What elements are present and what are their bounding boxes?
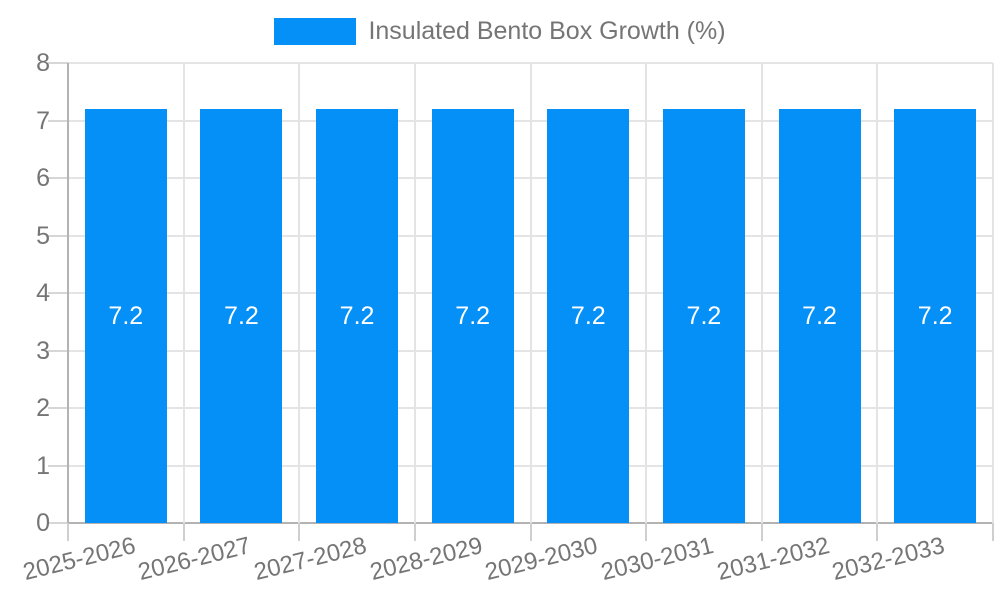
bar[interactable] [200,109,283,523]
y-axis-line [67,63,69,523]
legend-swatch [274,18,357,45]
bar-value-label: 7.2 [108,302,144,330]
y-axis-tick [48,464,68,467]
x-axis-tick [992,523,994,541]
y-axis-tick [48,62,68,64]
y-axis-tick-label: 1 [36,451,50,480]
x-axis-tick [413,523,416,541]
bar-value-label: 7.2 [686,302,722,330]
y-axis-tick [48,407,68,409]
v-gridline [992,63,994,523]
bar-value-label: 7.2 [570,302,606,330]
x-axis-tick [67,523,69,541]
x-axis-tick [876,523,879,541]
y-axis-tick [48,234,68,237]
bar[interactable] [547,109,630,523]
bar-value-label: 7.2 [455,302,491,330]
bar[interactable] [662,109,745,523]
y-axis-tick [48,292,68,294]
y-axis-tick-label: 6 [36,164,50,192]
v-gridline [645,63,648,523]
bar[interactable] [431,109,514,523]
y-axis-tick-label: 4 [36,279,50,307]
y-axis-tick-label: 8 [36,49,50,77]
bar-value-label: 7.2 [224,302,259,330]
bar-value-label: 7.2 [802,302,837,330]
y-axis-tick-label: 0 [36,509,50,537]
y-axis-tick [48,119,68,122]
v-gridline [298,63,301,523]
bar[interactable] [316,109,399,523]
v-gridline [182,63,185,523]
x-axis-tick [760,523,763,541]
bar-value-label: 7.2 [917,302,953,330]
y-axis-tick-label: 3 [36,336,50,365]
legend: Insulated Bento Box Growth (%) [0,17,1000,46]
y-axis-tick-label: 7 [36,106,50,135]
x-axis-tick [645,523,648,541]
x-axis-tick [182,523,185,541]
x-axis-tick [529,523,532,541]
y-axis-tick-label: 5 [36,221,50,250]
y-axis-tick [48,177,68,179]
bar-value-label: 7.2 [339,302,375,330]
v-gridline [413,63,416,523]
bar[interactable] [84,109,167,523]
v-gridline [529,63,532,523]
legend-label: Insulated Bento Box Growth (%) [368,17,726,45]
y-axis-tick [48,522,68,524]
x-axis-tick [298,523,301,541]
y-axis-tick [48,349,68,352]
v-gridline [760,63,763,523]
y-axis-tick-label: 2 [36,394,50,422]
bar[interactable] [778,109,861,523]
v-gridline [876,63,879,523]
bar[interactable] [894,109,977,523]
